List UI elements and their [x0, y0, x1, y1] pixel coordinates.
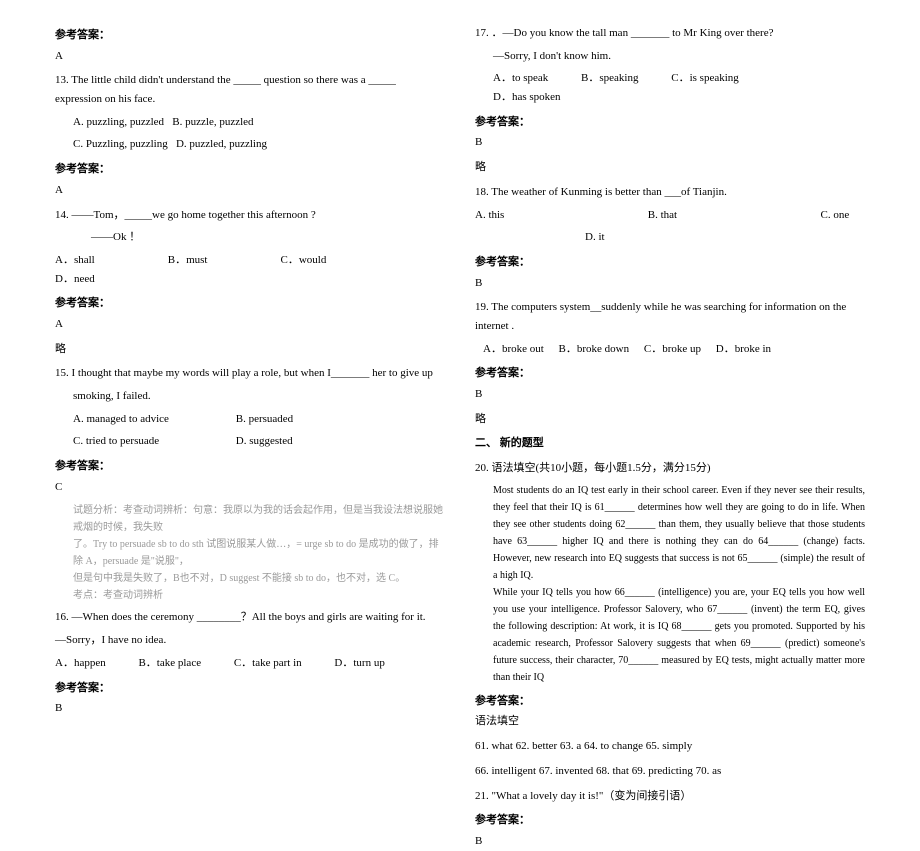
answer-label: 参考答案： [475, 692, 865, 711]
q19-options: A．broke out B．broke down C．broke up D．br… [483, 340, 865, 359]
q17-answer: B [475, 133, 865, 152]
q19-text: 19. The computers system__suddenly while… [475, 298, 865, 335]
q14-optB: B．must [168, 251, 278, 270]
q15-optB: B. persuaded [236, 410, 293, 429]
q17-optB: B．speaking [581, 69, 638, 88]
q14-optA: A．shall [55, 251, 165, 270]
q18-optB: B. that [648, 206, 818, 225]
q16-reply: —Sorry，I have no idea. [55, 631, 445, 650]
section-2-title: 二、 新的题型 [475, 434, 865, 453]
q14-text: 14. ——Tom，_____we go home together this … [55, 206, 445, 225]
q16-options: A．happen B．take place C．take part in D．t… [55, 654, 445, 673]
q15-text2: smoking, I failed. [73, 387, 445, 406]
q17-reply: —Sorry, I don't know him. [493, 47, 865, 66]
answer-label: 参考答案： [55, 26, 445, 45]
q17-optC: C．is speaking [671, 69, 739, 88]
q17-note: 略 [475, 158, 865, 177]
q14-note: 略 [55, 340, 445, 359]
q16-optC: C．take part in [234, 654, 302, 673]
q16-optB: B．take place [138, 654, 201, 673]
answer-label: 参考答案： [55, 679, 445, 698]
q20-title: 20. 语法填空(共10小题，每小题1.5分，满分15分) [475, 459, 865, 478]
q20-p1: Most students do an IQ test early in the… [493, 482, 865, 584]
q13-options-row2: C. Puzzling, puzzling D. puzzled, puzzli… [73, 135, 445, 154]
q14-options: A．shall B．must C．would D．need [55, 251, 445, 288]
answer-label: 参考答案： [475, 253, 865, 272]
q21-text: 21. "What a lovely day it is!"（变为间接引语） [475, 787, 865, 806]
q19-optC: C．broke up [644, 340, 701, 359]
q20-ans-line2: 66. intelligent 67. invented 68. that 69… [475, 762, 865, 781]
q14-answer: A [55, 315, 445, 334]
q18-answer: B [475, 274, 865, 293]
q16-optA: A．happen [55, 654, 106, 673]
q19-optA: A．broke out [483, 340, 544, 359]
q19-note: 略 [475, 410, 865, 429]
q15-answer: C [55, 478, 445, 497]
q15-optA: A. managed to advice [73, 410, 233, 429]
q18-options-row2: D. it [585, 228, 865, 247]
q19-optD: D．broke in [716, 340, 771, 359]
q18-options-row1: A. this B. that C. one [475, 206, 865, 225]
answer-label: 参考答案： [475, 364, 865, 383]
answer-label: 参考答案： [55, 160, 445, 179]
q20-ans-title: 语法填空 [475, 712, 865, 731]
q18-optD: D. it [585, 231, 605, 243]
q14-reply: ——Ok ！ [91, 228, 445, 247]
q18-optA: A. this [475, 206, 645, 225]
answer-label: 参考答案： [475, 113, 865, 132]
q13-optB: B. puzzle, puzzled [172, 116, 253, 128]
q15-optD: D. suggested [236, 432, 293, 451]
q15-analysis-3: 但是句中我是失败了，B也不对，D suggest 不能接 sb to do，也不… [73, 570, 445, 587]
q15-analysis-1: 试题分析：考查动词辨析：句意：我原以为我的话会起作用，但是当我设法想说服她戒烟的… [73, 502, 445, 536]
q19-answer: B [475, 385, 865, 404]
q17-options: A．to speak B．speaking C．is speaking D．ha… [493, 69, 865, 106]
q13-answer: A [55, 181, 445, 200]
q17-text: 17. ．—Do you know the tall man _______ t… [475, 24, 865, 43]
answer-label: 参考答案： [475, 811, 865, 830]
q20-p2: While your IQ tells you how 66______ (in… [493, 584, 865, 686]
q17-optA: A．to speak [493, 69, 548, 88]
q15-text: 15. I thought that maybe my words will p… [55, 364, 445, 383]
left-column: 参考答案： A 13. The little child didn't unde… [40, 20, 460, 631]
q21-answer: B [475, 832, 865, 851]
q16-text: 16. —When does the ceremony ________？All… [55, 608, 445, 627]
q15-analysis-4: 考点：考查动词辨析 [73, 587, 445, 604]
q15-options-row2: C. tried to persuade D. suggested [73, 432, 445, 451]
q13-optA: A. puzzling, puzzled [73, 116, 164, 128]
q13-optC: C. Puzzling, puzzling [73, 138, 168, 150]
q13-options-row1: A. puzzling, puzzled B. puzzle, puzzled [73, 113, 445, 132]
q13-optD: D. puzzled, puzzling [176, 138, 267, 150]
q14-optC: C．would [281, 251, 391, 270]
answer-label: 参考答案： [55, 294, 445, 313]
right-column: 17. ．—Do you know the tall man _______ t… [460, 20, 880, 631]
q15-optC: C. tried to persuade [73, 432, 233, 451]
q16-answer: B [55, 699, 445, 718]
q17-optD: D．has spoken [493, 88, 561, 107]
q19-optB: B．broke down [559, 340, 630, 359]
q13-text: 13. The little child didn't understand t… [55, 71, 445, 108]
q16-optD: D．turn up [334, 654, 384, 673]
q12-answer: A [55, 47, 445, 66]
q18-optC: C. one [821, 206, 850, 225]
q15-options-row1: A. managed to advice B. persuaded [73, 410, 445, 429]
q20-ans-line1: 61. what 62. better 63. a 64. to change … [475, 737, 865, 756]
q15-analysis-2: 了。Try to persuade sb to do sth 试图说服某人做…，… [73, 536, 445, 570]
answer-label: 参考答案： [55, 457, 445, 476]
q14-optD: D．need [55, 270, 135, 289]
q18-text: 18. The weather of Kunming is better tha… [475, 183, 865, 202]
